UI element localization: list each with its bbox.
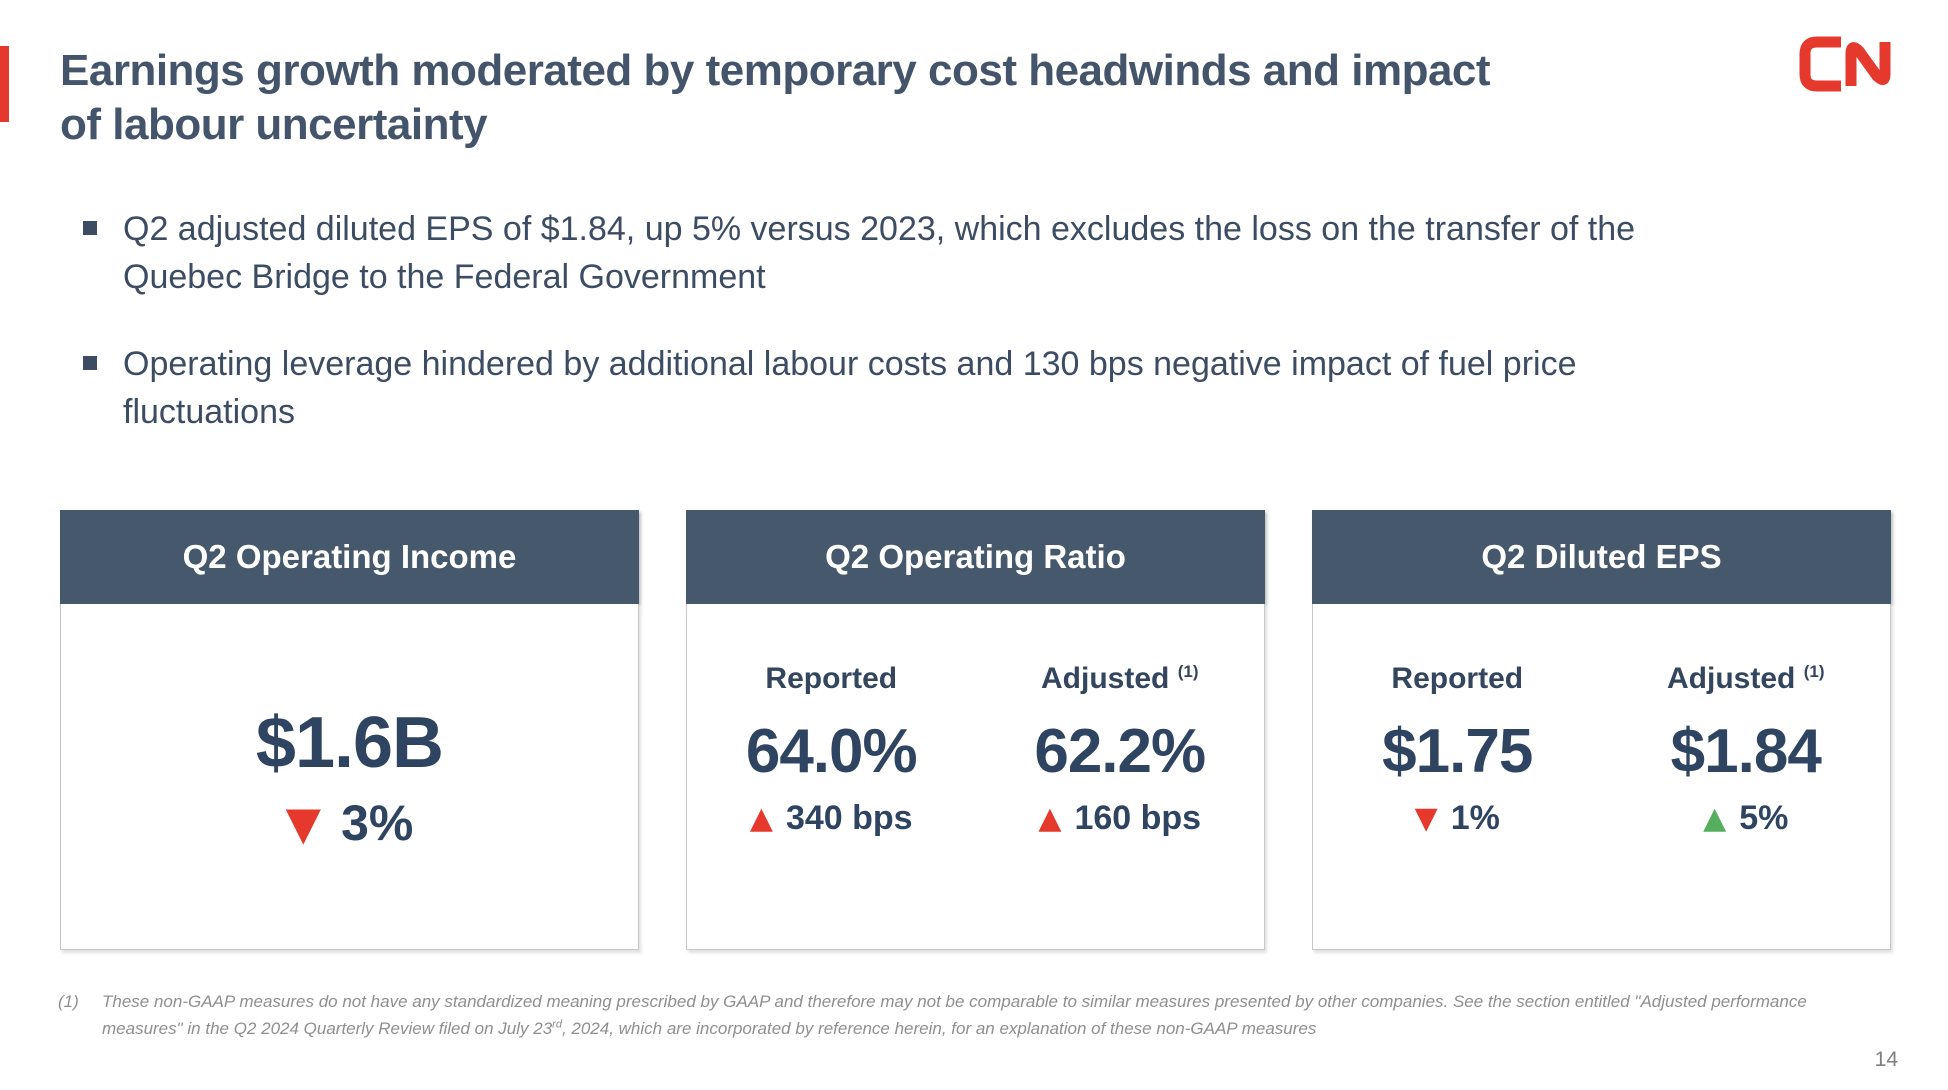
column-label: Reported bbox=[765, 662, 897, 696]
footnote-text-after: , 2024, which are incorporated by refere… bbox=[561, 1019, 1317, 1039]
triangle-up-icon: ▲ bbox=[1703, 800, 1727, 836]
triangle-up-icon: ▲ bbox=[1038, 800, 1062, 836]
column-reported: Reported 64.0% ▲ 340 bps bbox=[687, 662, 976, 838]
list-item: Operating leverage hindered by additiona… bbox=[83, 340, 1743, 437]
card-body: $1.6B ▼ 3% bbox=[60, 604, 639, 950]
change-row: ▲ 5% bbox=[1703, 799, 1788, 838]
cn-logo-icon bbox=[1799, 36, 1891, 92]
column-reported: Reported $1.75 ▼ 1% bbox=[1313, 662, 1602, 838]
card-columns: Reported 64.0% ▲ 340 bps Adjusted (1) 62… bbox=[687, 604, 1264, 838]
reported-eps-value: $1.75 bbox=[1382, 717, 1533, 786]
change-label: 3% bbox=[341, 794, 414, 851]
page-number: 14 bbox=[1874, 1048, 1898, 1071]
footnote-text: These non-GAAP measures do not have any … bbox=[102, 988, 1873, 1042]
change-label: 340 bps bbox=[785, 799, 913, 837]
operating-income-value: $1.6B bbox=[255, 702, 444, 783]
column-adjusted: Adjusted (1) $1.84 ▲ 5% bbox=[1602, 662, 1891, 838]
reported-ratio-value: 64.0% bbox=[745, 717, 918, 786]
bullet-list: Q2 adjusted diluted EPS of $1.84, up 5% … bbox=[83, 205, 1743, 474]
bullet-text: Operating leverage hindered by additiona… bbox=[123, 344, 1577, 431]
bullet-text: Q2 adjusted diluted EPS of $1.84, up 5% … bbox=[123, 210, 1636, 297]
column-label-text: Reported bbox=[765, 662, 898, 695]
column-label-text: Adjusted bbox=[1667, 662, 1796, 695]
card-columns: Reported $1.75 ▼ 1% Adjusted (1) $1.84 bbox=[1313, 604, 1890, 838]
column-label: Adjusted (1) bbox=[1667, 662, 1824, 696]
footnote-marker: (1) bbox=[58, 992, 79, 1011]
column-label-text: Adjusted bbox=[1041, 662, 1170, 695]
card-operating-ratio: Q2 Operating Ratio Reported 64.0% ▲ 340 … bbox=[686, 510, 1265, 950]
triangle-down-icon: ▼ bbox=[1414, 800, 1438, 836]
footnote-ref: (1) bbox=[1177, 662, 1199, 681]
triangle-up-icon: ▲ bbox=[749, 800, 773, 836]
card-operating-income: Q2 Operating Income $1.6B ▼ 3% bbox=[60, 510, 639, 950]
title-accent-bar bbox=[0, 46, 9, 122]
column-adjusted: Adjusted (1) 62.2% ▲ 160 bps bbox=[976, 662, 1265, 838]
change-label: 5% bbox=[1739, 799, 1789, 837]
change-row: ▲ 340 bps bbox=[750, 799, 913, 838]
footnote-text-before: These non-GAAP measures do not have any … bbox=[102, 992, 1807, 1039]
card-header: Q2 Diluted EPS bbox=[1312, 510, 1891, 604]
triangle-down-icon: ▼ bbox=[285, 795, 322, 850]
change-row: ▼ 3% bbox=[286, 794, 414, 852]
column-label: Reported bbox=[1391, 662, 1523, 696]
change-row: ▼ 1% bbox=[1415, 799, 1500, 838]
card-body: Reported $1.75 ▼ 1% Adjusted (1) $1.84 bbox=[1312, 604, 1891, 950]
column-label-text: Reported bbox=[1391, 662, 1524, 695]
change-label: 160 bps bbox=[1074, 799, 1202, 837]
adjusted-eps-value: $1.84 bbox=[1670, 717, 1822, 786]
footnote: (1) These non-GAAP measures do not have … bbox=[58, 988, 1873, 1042]
footnote-ref: (1) bbox=[1803, 662, 1825, 681]
bullet-square-icon bbox=[83, 355, 97, 370]
page-title: Earnings growth moderated by temporary c… bbox=[60, 46, 1491, 149]
card-header: Q2 Operating Income bbox=[60, 510, 639, 604]
card-header: Q2 Operating Ratio bbox=[686, 510, 1265, 604]
adjusted-ratio-value: 62.2% bbox=[1034, 717, 1206, 786]
card-diluted-eps: Q2 Diluted EPS Reported $1.75 ▼ 1% Adjus… bbox=[1312, 510, 1891, 950]
bullet-square-icon bbox=[83, 221, 97, 235]
list-item: Q2 adjusted diluted EPS of $1.84, up 5% … bbox=[83, 205, 1743, 302]
footnote-superscript: rd bbox=[552, 1018, 562, 1031]
change-label: 1% bbox=[1450, 799, 1500, 837]
column-label: Adjusted (1) bbox=[1041, 662, 1198, 696]
card-body: Reported 64.0% ▲ 340 bps Adjusted (1) 62… bbox=[686, 604, 1265, 950]
change-row: ▲ 160 bps bbox=[1038, 799, 1201, 838]
kpi-cards-row: Q2 Operating Income $1.6B ▼ 3% Q2 Operat… bbox=[60, 510, 1891, 950]
